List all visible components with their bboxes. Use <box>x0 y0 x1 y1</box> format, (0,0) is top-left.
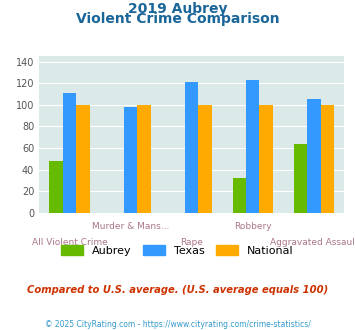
Text: Aggravated Assault: Aggravated Assault <box>269 238 355 247</box>
Bar <box>198 105 212 213</box>
Bar <box>233 178 246 213</box>
Bar <box>49 161 63 213</box>
Bar <box>76 105 90 213</box>
Bar <box>246 80 260 213</box>
Text: © 2025 CityRating.com - https://www.cityrating.com/crime-statistics/: © 2025 CityRating.com - https://www.city… <box>45 320 310 329</box>
Bar <box>307 99 321 213</box>
Bar <box>137 105 151 213</box>
Bar <box>185 82 198 213</box>
Text: Compared to U.S. average. (U.S. average equals 100): Compared to U.S. average. (U.S. average … <box>27 285 328 295</box>
Bar <box>124 107 137 213</box>
Bar <box>321 105 334 213</box>
Text: 2019 Aubrey: 2019 Aubrey <box>128 2 227 16</box>
Legend: Aubrey, Texas, National: Aubrey, Texas, National <box>57 241 298 260</box>
Text: Murder & Mans...: Murder & Mans... <box>92 222 169 231</box>
Text: Rape: Rape <box>180 238 203 247</box>
Text: Violent Crime Comparison: Violent Crime Comparison <box>76 12 279 25</box>
Text: Robbery: Robbery <box>234 222 272 231</box>
Bar <box>294 144 307 213</box>
Bar <box>260 105 273 213</box>
Bar <box>63 93 76 213</box>
Text: All Violent Crime: All Violent Crime <box>32 238 108 247</box>
